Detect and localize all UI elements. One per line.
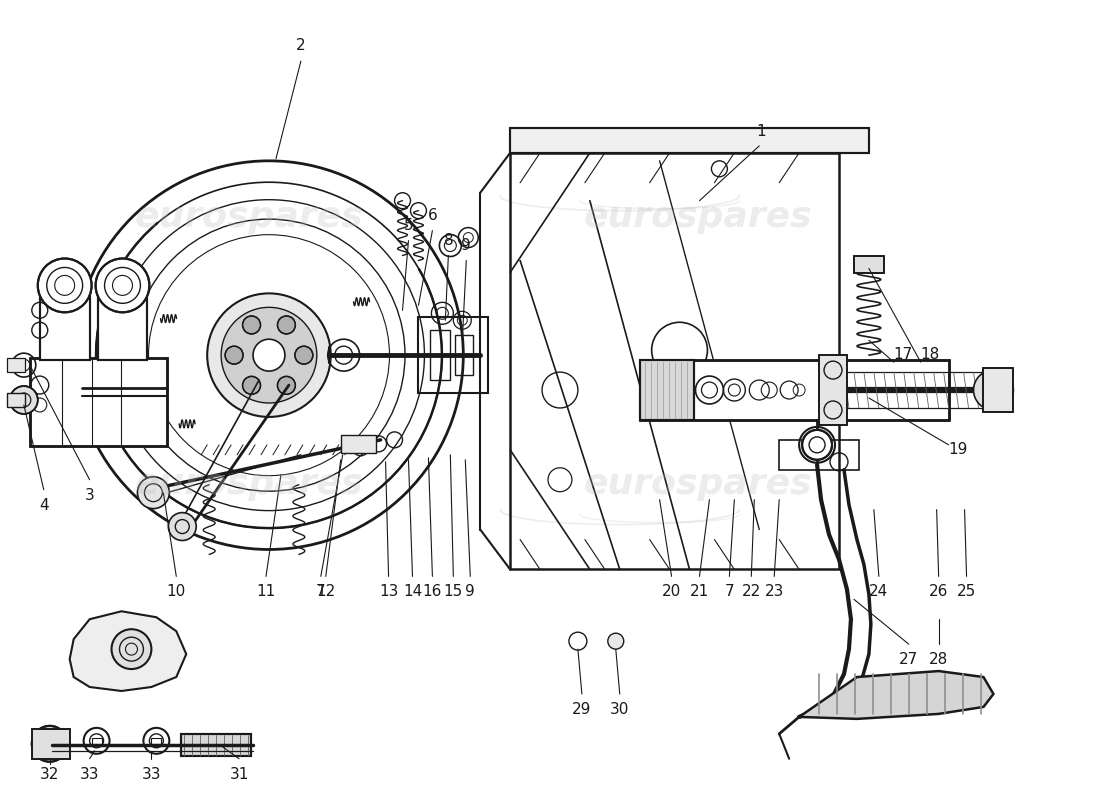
- Bar: [98, 290, 147, 360]
- Circle shape: [243, 376, 261, 394]
- Text: 1: 1: [757, 124, 766, 139]
- Text: 19: 19: [948, 442, 968, 458]
- Circle shape: [111, 630, 152, 669]
- Bar: [820, 355, 847, 425]
- Polygon shape: [799, 671, 993, 719]
- Text: 9: 9: [461, 238, 471, 253]
- Text: 18: 18: [921, 346, 940, 362]
- Circle shape: [277, 316, 296, 334]
- Bar: [455, 335, 473, 375]
- Bar: [510, 128, 869, 153]
- Circle shape: [207, 294, 331, 417]
- Text: 20: 20: [662, 584, 681, 599]
- Text: 8: 8: [443, 233, 453, 247]
- Text: eurospares: eurospares: [134, 200, 363, 234]
- Text: eurospares: eurospares: [134, 466, 363, 501]
- Text: 25: 25: [957, 584, 976, 599]
- Bar: [341, 435, 375, 453]
- Circle shape: [253, 339, 285, 371]
- Text: 16: 16: [422, 584, 442, 599]
- Text: 30: 30: [610, 702, 629, 717]
- Text: 22: 22: [741, 584, 761, 599]
- Bar: [182, 734, 251, 756]
- Text: 5: 5: [404, 218, 414, 233]
- Text: 11: 11: [256, 584, 276, 599]
- Circle shape: [608, 633, 624, 649]
- Circle shape: [277, 376, 296, 394]
- Circle shape: [802, 430, 832, 460]
- Text: 15: 15: [443, 584, 463, 599]
- Text: 7: 7: [316, 584, 326, 599]
- Text: 14: 14: [403, 584, 422, 599]
- Circle shape: [37, 258, 91, 312]
- Bar: [40, 290, 89, 360]
- Text: 32: 32: [40, 766, 59, 782]
- Bar: [640, 360, 948, 420]
- Text: 33: 33: [142, 766, 161, 782]
- Bar: [32, 729, 69, 758]
- Bar: [91, 738, 101, 744]
- Text: 27: 27: [899, 652, 918, 667]
- Text: 3: 3: [85, 488, 95, 502]
- Bar: [854, 255, 883, 274]
- Text: 9: 9: [465, 584, 475, 599]
- Text: 7: 7: [725, 584, 734, 599]
- Bar: [30, 358, 167, 446]
- Text: 10: 10: [167, 584, 186, 599]
- Text: 28: 28: [930, 652, 948, 667]
- Bar: [152, 738, 162, 744]
- Bar: [32, 729, 69, 758]
- Bar: [7, 358, 25, 372]
- Text: 4: 4: [39, 498, 48, 513]
- Bar: [418, 318, 488, 393]
- Text: eurospares: eurospares: [584, 200, 812, 234]
- Circle shape: [226, 346, 243, 364]
- Text: 13: 13: [378, 584, 398, 599]
- Text: 24: 24: [869, 584, 889, 599]
- Text: 33: 33: [80, 766, 99, 782]
- Circle shape: [168, 513, 196, 541]
- Bar: [820, 355, 847, 425]
- Text: 2: 2: [296, 38, 306, 54]
- Bar: [983, 368, 1013, 412]
- Text: 23: 23: [764, 584, 784, 599]
- Circle shape: [10, 386, 37, 414]
- Bar: [640, 360, 694, 420]
- Bar: [430, 330, 450, 380]
- Circle shape: [295, 346, 312, 364]
- Bar: [40, 290, 89, 360]
- Circle shape: [243, 316, 261, 334]
- Bar: [640, 360, 948, 420]
- Text: 21: 21: [690, 584, 710, 599]
- Text: eurospares: eurospares: [584, 466, 812, 501]
- Bar: [854, 255, 883, 274]
- Text: 29: 29: [572, 702, 592, 717]
- Polygon shape: [69, 611, 186, 691]
- Bar: [7, 393, 25, 407]
- Circle shape: [974, 370, 1013, 410]
- Bar: [983, 368, 1013, 412]
- Circle shape: [96, 258, 150, 312]
- Bar: [182, 734, 251, 756]
- Bar: [98, 290, 147, 360]
- Bar: [510, 128, 869, 153]
- Text: 31: 31: [230, 766, 249, 782]
- Bar: [30, 358, 167, 446]
- Text: 17: 17: [894, 346, 913, 362]
- Bar: [779, 440, 859, 470]
- Bar: [640, 360, 694, 420]
- Circle shape: [32, 726, 68, 762]
- Circle shape: [138, 477, 169, 509]
- Circle shape: [221, 307, 317, 403]
- Bar: [510, 153, 839, 570]
- Text: 26: 26: [930, 584, 948, 599]
- Text: 6: 6: [428, 208, 438, 222]
- Text: 12: 12: [316, 584, 336, 599]
